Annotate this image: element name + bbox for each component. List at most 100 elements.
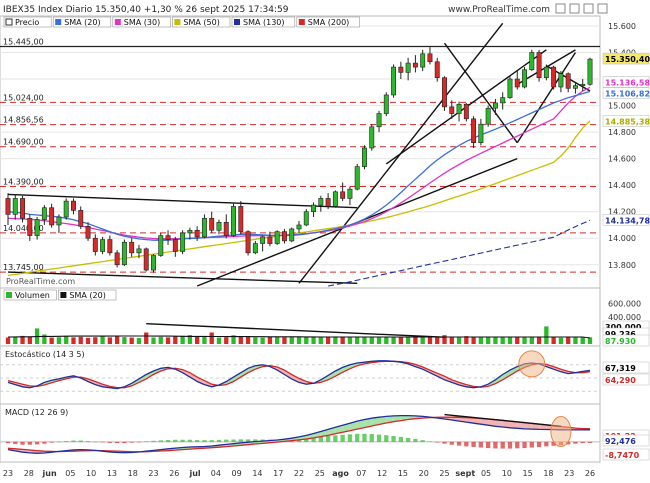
volume-bar bbox=[427, 336, 433, 344]
volume-legend-label: SMA (20) bbox=[69, 291, 105, 300]
volume-bar bbox=[573, 336, 578, 344]
price-legend-label: SMA (20) bbox=[64, 18, 100, 27]
price-value-label-box bbox=[602, 76, 650, 88]
close-icon[interactable] bbox=[597, 3, 608, 14]
candle-body bbox=[231, 206, 236, 236]
macd-histogram-bar bbox=[224, 439, 229, 442]
x-axis-label: jul bbox=[188, 469, 200, 478]
candle-body bbox=[565, 73, 571, 89]
candlesticks bbox=[5, 47, 593, 273]
volume-bar bbox=[515, 337, 520, 344]
macd-value-label-box bbox=[602, 434, 650, 447]
volume-value-label: 87.930 bbox=[605, 337, 636, 346]
macd-histogram-bar bbox=[442, 441, 447, 444]
maximize-icon[interactable] bbox=[569, 3, 580, 14]
candle-body bbox=[78, 210, 84, 227]
candle-body bbox=[63, 200, 69, 218]
macd-histogram-bar bbox=[144, 441, 149, 442]
macd-fill bbox=[379, 416, 387, 425]
x-axis-label: 10 bbox=[502, 469, 512, 478]
candle-body bbox=[129, 241, 135, 254]
horizontal-level-label: 15.445,00 bbox=[3, 38, 44, 47]
stochastic-fill bbox=[189, 372, 198, 382]
volume-bar bbox=[180, 335, 185, 344]
stochastic-fill bbox=[335, 367, 343, 377]
macd-histogram-bar bbox=[93, 441, 98, 443]
macd-fill bbox=[473, 417, 481, 425]
macd-histogram-bar bbox=[347, 434, 353, 442]
price-tick-label: 14.200 bbox=[608, 208, 636, 217]
x-axis-label: 14 bbox=[252, 469, 262, 478]
price-legend-label: Precio bbox=[15, 18, 39, 27]
macd-histogram-bar bbox=[42, 441, 47, 444]
volume-bar bbox=[253, 337, 258, 344]
volume-bar bbox=[318, 336, 323, 344]
volume-bar bbox=[122, 337, 127, 344]
macd-histogram-bar bbox=[85, 441, 91, 442]
macd-histogram-bar bbox=[551, 441, 556, 446]
volume-bar bbox=[13, 336, 18, 344]
candle-body bbox=[412, 62, 418, 68]
price-legend-swatch bbox=[298, 19, 305, 25]
site-credit: www.ProRealTime.com bbox=[448, 5, 550, 15]
macd-histogram-bar bbox=[107, 441, 113, 443]
macd-histogram-bar bbox=[311, 437, 316, 442]
minimize-icon[interactable] bbox=[555, 3, 566, 14]
x-axis-label: ago bbox=[332, 469, 349, 478]
volume-bar bbox=[78, 336, 83, 344]
macd-fill bbox=[386, 415, 394, 424]
candle-body bbox=[391, 66, 397, 96]
candle-body bbox=[580, 84, 586, 86]
volume-bars bbox=[5, 322, 593, 344]
candle-body bbox=[362, 147, 367, 167]
stochastic-fill bbox=[291, 374, 299, 383]
volume-bar bbox=[304, 337, 309, 344]
volume-bar bbox=[202, 336, 207, 344]
x-axis-label: 09 bbox=[232, 469, 242, 478]
macd-histogram-bar bbox=[34, 441, 40, 445]
volume-bar bbox=[100, 336, 105, 344]
candle-body bbox=[194, 229, 200, 238]
macd-lines bbox=[0, 413, 600, 454]
price-legend-box bbox=[3, 16, 52, 28]
candle-body bbox=[34, 219, 40, 236]
stochastic-value-label: 64,290 bbox=[605, 376, 636, 385]
volume-bar bbox=[456, 336, 462, 344]
price-legend-label: SMA (130) bbox=[243, 18, 285, 27]
volume-bar bbox=[260, 337, 265, 344]
volume-bar bbox=[56, 337, 62, 344]
volume-bar bbox=[493, 337, 498, 344]
macd-fill bbox=[480, 418, 489, 426]
stochastic-fill bbox=[328, 370, 336, 380]
candle-body bbox=[471, 118, 477, 144]
x-axis-label: sept bbox=[455, 469, 475, 478]
candle-body bbox=[180, 232, 186, 252]
price-legend-label: SMA (30) bbox=[124, 18, 160, 27]
candle-body bbox=[529, 52, 535, 71]
candle-body bbox=[158, 235, 164, 256]
price-legend-box bbox=[112, 16, 171, 28]
macd-histogram-bar bbox=[304, 438, 309, 442]
volume-bar bbox=[369, 336, 374, 344]
x-axis-label: 18 bbox=[543, 469, 553, 478]
restore-icon[interactable] bbox=[583, 3, 594, 14]
macd-fill bbox=[393, 415, 401, 422]
stochastic-fill bbox=[138, 374, 147, 383]
macd-fill bbox=[531, 423, 540, 430]
volume-bar bbox=[405, 336, 411, 344]
macd-histogram-bar bbox=[238, 439, 243, 442]
macd-histogram-bar bbox=[456, 441, 462, 446]
stochastic-fill bbox=[502, 370, 510, 380]
candle-body bbox=[85, 225, 91, 239]
candle-body bbox=[572, 85, 578, 89]
volume-bar bbox=[267, 336, 273, 344]
price-value-label: 15.136,58 bbox=[605, 78, 650, 87]
volume-bar bbox=[580, 337, 585, 344]
candle-body bbox=[427, 53, 433, 63]
candle-body bbox=[136, 248, 142, 254]
volume-bar bbox=[71, 337, 76, 344]
volume-value-label: 300.000 bbox=[605, 323, 642, 332]
macd-value-label: -8,7470 bbox=[605, 451, 640, 460]
sma20-line bbox=[7, 90, 591, 241]
